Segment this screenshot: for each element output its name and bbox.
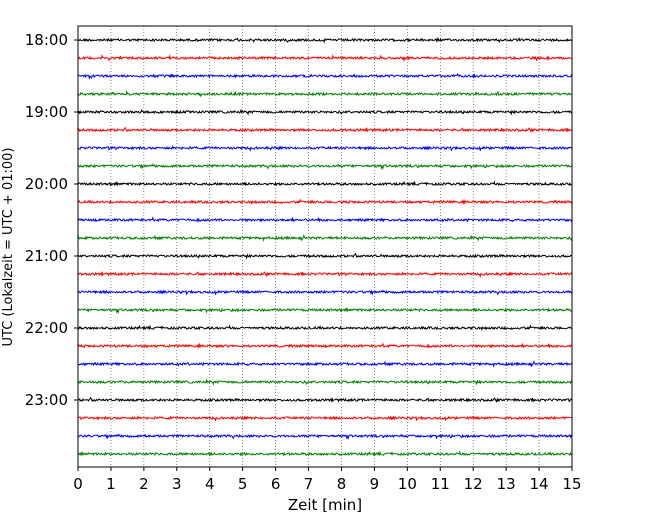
- x-tick-label: 9: [370, 475, 380, 493]
- plot-frame: [77, 25, 573, 468]
- trace-2115: [77, 271, 573, 278]
- x-tick-label: 12: [464, 475, 483, 493]
- x-axis-label: Zeit [min]: [288, 496, 362, 514]
- trace-2315: [77, 415, 573, 422]
- trace-2030: [77, 216, 573, 224]
- y-tick-label: 19:00: [25, 103, 68, 121]
- trace-2000: [77, 180, 573, 187]
- x-tick-label: 10: [398, 475, 417, 493]
- trace-1800: [77, 37, 572, 44]
- trace-2130: [77, 289, 573, 296]
- x-tick-label: 2: [139, 475, 149, 493]
- x-tick-label: 7: [304, 475, 314, 493]
- y-tick-label: 18:00: [25, 31, 68, 49]
- trace-1845: [77, 89, 573, 98]
- x-tick-label: 1: [106, 475, 116, 493]
- trace-1915: [77, 126, 573, 133]
- trace-2300: [77, 396, 573, 403]
- x-tick-label: 13: [497, 475, 516, 493]
- trace-2215: [77, 342, 573, 350]
- x-tick-label: 8: [337, 475, 347, 493]
- y-tick-label: 22:00: [25, 319, 68, 337]
- x-tick-label: 11: [431, 475, 450, 493]
- y-tick-label: 20:00: [25, 175, 68, 193]
- trace-2200: [77, 324, 573, 331]
- trace-2345: [77, 450, 573, 457]
- trace-2100: [77, 252, 573, 260]
- y-tick-label: 21:00: [25, 247, 68, 265]
- x-tick-label: 14: [530, 475, 549, 493]
- x-tick-label: 15: [562, 475, 581, 493]
- y-axis-label: UTC (Lokalzeit = UTC + 01:00): [1, 148, 16, 347]
- trace-1930: [77, 145, 573, 152]
- x-tick-label: 6: [271, 475, 281, 493]
- trace-2230: [77, 360, 573, 368]
- y-tick-label: 23:00: [25, 391, 68, 409]
- trace-2145: [77, 307, 573, 315]
- seismogram-traces: [77, 37, 573, 457]
- trace-1830: [77, 73, 573, 80]
- x-axis: 0 1 2 3 4 5 6 7 8 9 10 11 12 13 14 15: [73, 467, 582, 493]
- trace-1815: [77, 54, 573, 63]
- trace-1900: [77, 108, 573, 116]
- trace-2045: [77, 234, 573, 242]
- x-tick-label: 5: [238, 475, 248, 493]
- x-tick-label: 4: [205, 475, 215, 493]
- y-axis: 18:00 19:00 20:00 21:00 22:00 23:00: [25, 31, 78, 409]
- trace-1945: [77, 163, 573, 171]
- x-tick-label: 0: [73, 475, 83, 493]
- x-tick-label: 3: [172, 475, 182, 493]
- trace-2015: [77, 198, 573, 205]
- trace-2245: [77, 378, 573, 386]
- trace-2330: [77, 433, 573, 441]
